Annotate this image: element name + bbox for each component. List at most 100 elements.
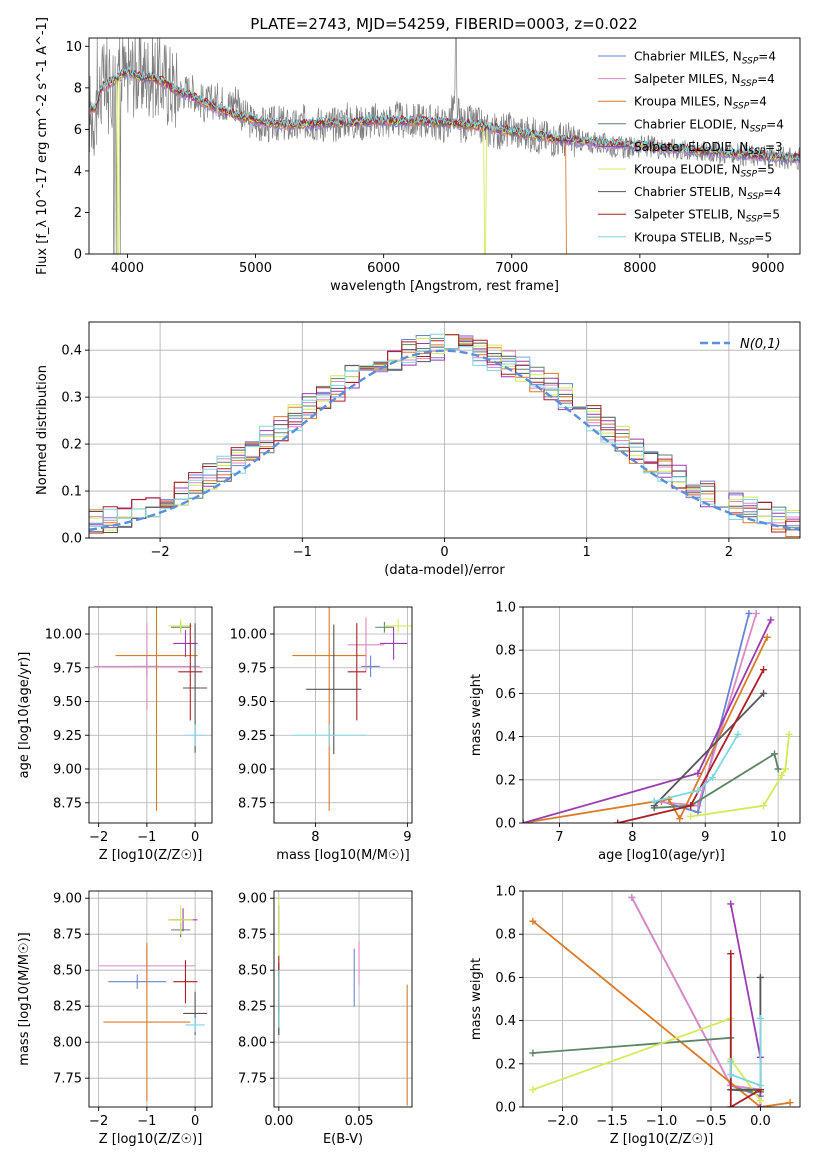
age_vs_mass-xtick-label: 9	[403, 830, 411, 845]
weight_vs_age-xtick-label: 8	[628, 830, 636, 845]
legend-label: Kroupa MILES, NSSP=4	[634, 95, 767, 112]
spectrum-xtick-label: 9000	[751, 261, 784, 276]
residuals-xtick-label: −1	[293, 545, 312, 560]
weight-marker	[767, 616, 775, 624]
legend-label: Kroupa STELIB, NSSP=5	[634, 230, 772, 247]
weight_vs_Z-ytick-label: 0.8	[495, 928, 516, 943]
weight-marker	[785, 730, 793, 738]
spectrum-ytick-label: 0	[74, 248, 82, 263]
weight-marker	[727, 950, 735, 958]
weight-marker	[734, 730, 742, 738]
age_vs_Z-plot-area	[93, 607, 208, 811]
legend-label: Chabrier MILES, NSSP=4	[634, 50, 776, 67]
residuals-xtick-label: 2	[725, 545, 733, 560]
age_vs_mass-xtick-label: 8	[311, 830, 319, 845]
spectrum-xtick-label: 7000	[495, 261, 528, 276]
age_vs_mass-xlabel: mass [log10(M/M☉)]	[276, 848, 409, 863]
legend-count: =3	[765, 140, 783, 154]
residuals-ytick-label: 0.1	[61, 485, 82, 500]
mass_vs_Z-ytick-label: 8.50	[53, 964, 82, 979]
gaussian-curve	[89, 349, 800, 531]
legend-subscript: SSP	[748, 147, 765, 157]
age_vs_mass-ytick-label: 10.00	[230, 628, 267, 643]
legend-label: Salpeter MILES, NSSP=4	[634, 72, 775, 89]
weight_vs_age-xlabel: age [log10(age/yr)]	[598, 848, 725, 863]
weight_vs_age-ytick-label: 0.2	[495, 773, 516, 788]
weight-marker	[628, 893, 636, 901]
spectrum-ytick-label: 2	[74, 206, 82, 221]
weight-marker	[694, 802, 702, 810]
mass_vs_ebv-ytick-label: 8.50	[238, 964, 267, 979]
age_vs_Z-ylabel: age [log10(age/yr)]	[17, 652, 32, 779]
weight-marker	[676, 815, 684, 823]
weight-marker	[763, 633, 771, 641]
weight_vs_age-xtick-label: 10	[770, 830, 787, 845]
weight-marker	[786, 1099, 794, 1107]
weight_vs_Z-xtick-label: −1.0	[646, 1114, 678, 1129]
mass_vs_ebv-grid	[274, 891, 412, 1107]
age_vs_Z-xlabel: Z [log10(Z/Z☉)]	[99, 848, 203, 863]
weight-line	[654, 752, 779, 809]
weight-marker	[727, 1103, 735, 1107]
weight-marker	[770, 750, 778, 758]
weight-line	[729, 953, 761, 1107]
mass_vs_Z-plot-area	[98, 905, 208, 1102]
weight-marker	[529, 1086, 537, 1094]
mass_vs_Z-ytick-label: 9.00	[53, 892, 82, 907]
weight-line	[653, 733, 739, 803]
weight_vs_age-ylabel: mass weight	[469, 674, 484, 756]
legend-label: N(0,1)	[740, 337, 781, 352]
figure-title: PLATE=2743, MJD=54259, FIBERID=0003, z=0…	[250, 15, 637, 33]
weight-marker	[781, 765, 789, 773]
mass_vs_Z-xtick-label: 0	[191, 1114, 199, 1129]
spectrum-ytick-label: 10	[65, 40, 82, 55]
mass_vs_Z-ytick-label: 8.00	[53, 1036, 82, 1051]
weight-marker	[727, 1071, 735, 1079]
weight-marker	[745, 609, 753, 617]
legend-count: =4	[749, 95, 767, 109]
legend-label: Chabrier STELIB, NSSP=4	[634, 185, 781, 202]
weight-line	[532, 1017, 762, 1102]
weight-line	[631, 897, 761, 1098]
age_vs_mass-panel: 8 9 8.75 9.00 9.25 9.50 9.75 10.00 mass [log10(M…	[230, 606, 413, 863]
age_vs_mass-ytick-label: 8.75	[238, 796, 267, 811]
weight-marker	[614, 819, 622, 823]
mass_vs_ebv-frame	[273, 890, 413, 1108]
weight_vs_age-xtick-label: 7	[555, 830, 563, 845]
mass_vs_ebv-panel: 0.00 0.05 7.75 8.00 8.25 8.50 8.75 9.00 E(B-V)	[238, 890, 413, 1147]
legend-label: Salpeter ELODIE, NSSP=3	[634, 140, 783, 157]
legend-count: =4	[757, 72, 775, 86]
mass_vs_ebv-ytick-label: 7.75	[238, 1072, 267, 1087]
residuals-xlabel: (data-model)/error	[384, 563, 505, 578]
weight_vs_age-ytick-label: 0.6	[495, 687, 516, 702]
spectrum-xtick-label: 6000	[367, 261, 400, 276]
weight-marker	[727, 1058, 735, 1066]
mass_vs_Z-xtick-label: −2	[89, 1114, 108, 1129]
weight-marker	[727, 900, 735, 908]
legend-subscript: SSP	[742, 57, 759, 67]
weight_vs_Z-xtick-label: −0.5	[695, 1114, 727, 1129]
spectrum-ytick-label: 6	[74, 123, 82, 138]
weight-marker	[774, 765, 782, 773]
legend-count: =4	[764, 185, 782, 199]
weight-line	[631, 897, 761, 1091]
weight-marker	[529, 1049, 537, 1057]
age_vs_Z-xtick-label: −1	[137, 830, 156, 845]
residuals-xtick-label: 0	[440, 545, 448, 560]
weight_vs_age-frame	[522, 606, 801, 824]
weight-marker	[756, 1103, 764, 1107]
weight_vs_Z-ytick-label: 0.2	[495, 1057, 516, 1072]
residuals-xtick-label: −2	[151, 545, 170, 560]
spectrum-xtick-label: 5000	[239, 261, 272, 276]
age_vs_mass-grid	[274, 607, 412, 823]
age_vs_mass-ytick-label: 9.50	[238, 695, 267, 710]
weight_vs_age-ytick-label: 0.8	[495, 644, 516, 659]
age_vs_mass-frame	[273, 606, 413, 824]
weight-marker	[709, 774, 717, 782]
age_vs_Z-ytick-label: 9.25	[53, 729, 82, 744]
residuals-ytick-label: 0.2	[61, 438, 82, 453]
weight-marker	[760, 689, 768, 697]
weight_vs_Z-xtick-label: −1.5	[596, 1114, 628, 1129]
weight-marker	[756, 1014, 764, 1022]
